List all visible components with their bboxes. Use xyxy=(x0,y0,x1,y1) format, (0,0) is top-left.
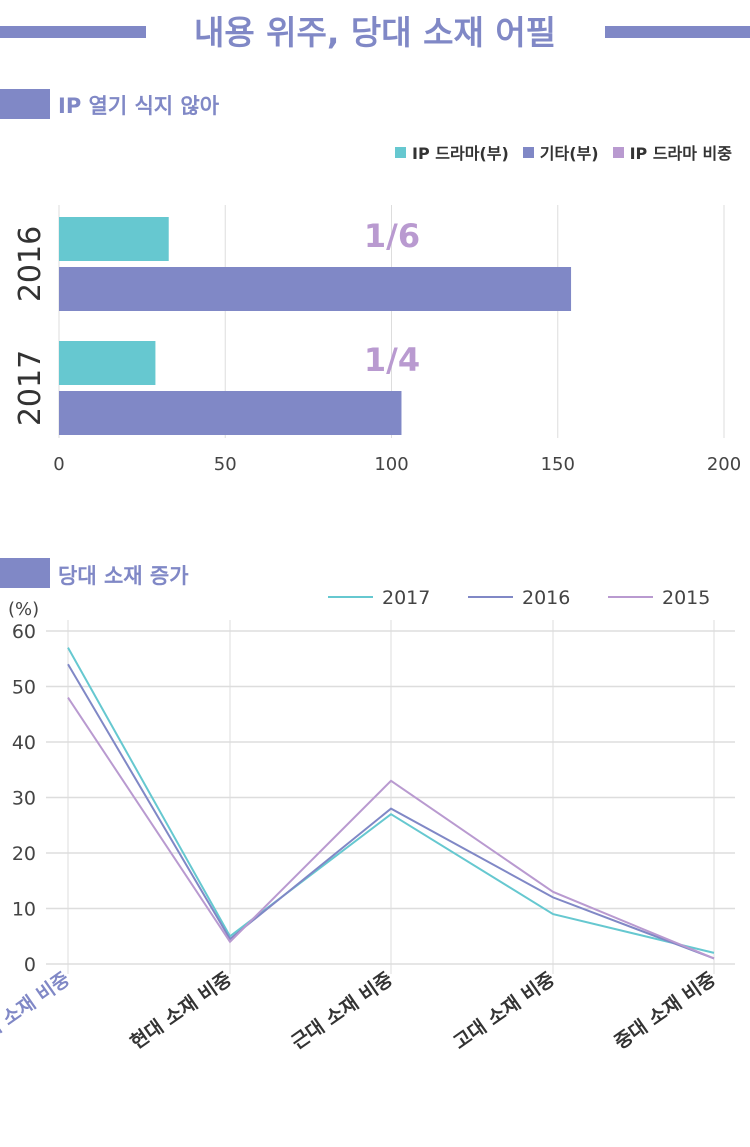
y-tick-label: 20 xyxy=(12,843,36,865)
y-tick-label: 30 xyxy=(12,788,36,810)
section-title-contemporary: 당대 소재 증가 xyxy=(58,564,189,588)
bar-chart: 0 50 100 150 200 2016 1/6 2017 1/4 xyxy=(13,205,741,475)
legend-label-2015: 2015 xyxy=(662,587,710,609)
legend-label-2016: 2016 xyxy=(522,587,570,609)
legend-ip: IP 드라마(부) xyxy=(412,144,509,163)
y-tick-label: 40 xyxy=(12,732,36,754)
y-unit-label: (%) xyxy=(8,599,39,620)
legend-swatch-other xyxy=(522,146,534,158)
x-tick-label: 현대 소재 비중 xyxy=(126,968,235,1054)
ratio-annotation: 1/6 xyxy=(364,217,420,255)
legend-ratio: IP 드라마 비중 xyxy=(629,144,732,163)
x-tick-label: 50 xyxy=(214,454,237,475)
line-chart: (%) 0 10 20 30 40 50 60 당대 소재 비중 현대 소재 비중 근대 소재 비중… xyxy=(0,587,735,1054)
category-label: 2017 xyxy=(13,350,48,426)
page-title: 내용 위주, 당대 소재 어필 xyxy=(193,13,557,52)
x-tick-label: 0 xyxy=(53,454,64,475)
legend-label-2017: 2017 xyxy=(382,587,430,609)
series-line-2015 xyxy=(67,697,715,960)
ratio-annotation: 1/4 xyxy=(364,341,420,379)
bar-2017-0 xyxy=(59,341,156,385)
category-label: 2016 xyxy=(13,226,48,302)
x-tick-label: 고대 소재 비중 xyxy=(449,968,558,1054)
x-tick-label: 100 xyxy=(374,454,408,475)
title-bar-left xyxy=(0,26,146,38)
bar-2017-1 xyxy=(59,391,402,435)
x-tick-label: 중대 소재 비중 xyxy=(610,968,719,1054)
y-tick-label: 50 xyxy=(12,677,36,699)
x-tick-label: 200 xyxy=(707,454,741,475)
y-tick-label: 10 xyxy=(12,899,36,921)
legend-swatch-ip xyxy=(395,146,407,158)
section-marker xyxy=(0,89,50,119)
legend-other: 기타(부) xyxy=(539,144,599,163)
x-tick-label: 150 xyxy=(541,454,575,475)
series-line-2017 xyxy=(67,647,715,954)
x-tick-label: 당대 소재 비중 xyxy=(0,968,74,1054)
y-tick-label: 0 xyxy=(24,954,36,976)
x-tick-label: 근대 소재 비중 xyxy=(287,968,396,1054)
bar-legend: IP 드라마(부) 기타(부) IP 드라마 비중 xyxy=(381,140,732,164)
section-marker-2 xyxy=(0,558,50,588)
section-title-ip: IP 열기 식지 않아 xyxy=(58,94,220,118)
bar-2016-1 xyxy=(59,267,572,311)
legend-swatch-ratio xyxy=(612,146,624,158)
y-tick-label: 60 xyxy=(12,621,36,643)
bar-2016-0 xyxy=(59,217,169,261)
title-bar-right xyxy=(605,26,750,38)
series-line-2016 xyxy=(67,663,715,960)
